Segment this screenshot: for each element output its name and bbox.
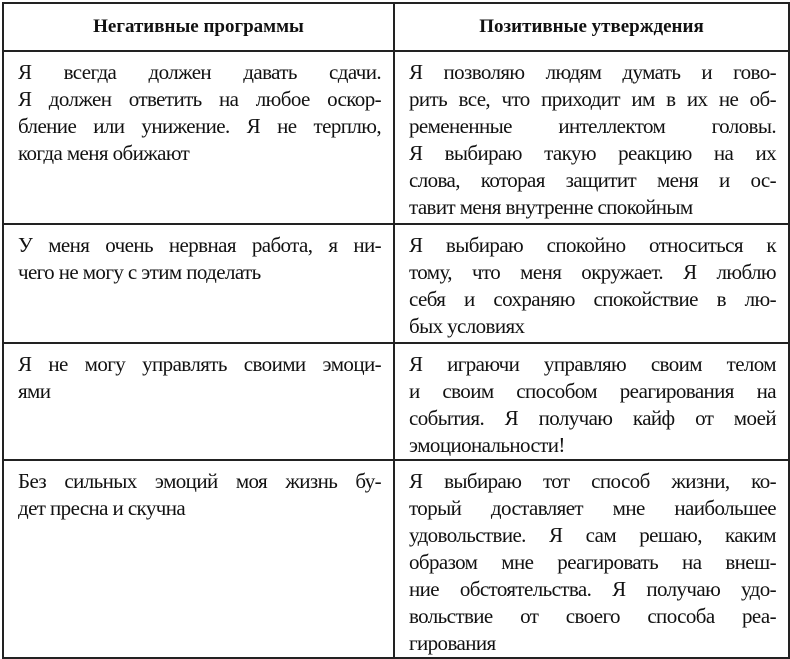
text-line: когда меня обижают <box>18 141 190 165</box>
positive-cell: Я играючи управляю своим телом и своим сп… <box>393 342 790 461</box>
text-line: тавит меня внутренне спокойным <box>409 195 693 219</box>
text-line: образом мне реагировать на внеш- <box>409 550 777 574</box>
text-line: Я выбираю тот способ жизни, ко- <box>409 469 777 493</box>
text-line: дет пресна и скучна <box>18 496 186 520</box>
positive-cell: Я позволяю людям думать и гово-рить все,… <box>393 50 790 225</box>
text-line: ями <box>18 379 51 403</box>
table-row: Я всегда должен давать сдачи. Я должен от… <box>2 50 790 225</box>
text-line: Я выбираю спокойно относиться к <box>409 233 777 257</box>
text-line: слова, которая защитит меня и ос- <box>409 168 777 192</box>
table-row: Я не могу управлять своими эмоци-ями Я иг… <box>2 342 790 461</box>
header-negative: Негативные программы <box>2 2 395 52</box>
text-line: У меня очень нервная работа, я ни- <box>18 233 382 257</box>
positive-cell: Я выбираю спокойно относиться к тому, что… <box>393 223 790 344</box>
negative-cell: Я не могу управлять своими эмоци-ями <box>2 342 395 461</box>
table-row: Без сильных эмоций моя жизнь бу-дет прес… <box>2 459 790 659</box>
text-line: эмоциональности! <box>409 433 565 457</box>
text-line: Без сильных эмоций моя жизнь бу- <box>18 469 382 493</box>
text-line: Я выбираю такую реакцию на их <box>409 141 777 165</box>
header-row: Негативные программы Позитивные утвержде… <box>2 2 790 52</box>
negative-cell: Я всегда должен давать сдачи. Я должен от… <box>2 50 395 225</box>
text-line: торый доставляет мне наибольшее <box>409 496 777 520</box>
text-line: ние обстоятельства. Я получаю удо- <box>409 577 777 601</box>
negative-cell: Без сильных эмоций моя жизнь бу-дет прес… <box>2 459 395 659</box>
header-positive: Позитивные утверждения <box>393 2 790 52</box>
text-line: Я играючи управляю своим телом <box>409 352 777 376</box>
text-line: бление или унижение. Я не терплю, <box>18 114 382 138</box>
text-line: рить все, что приходит им в их не об- <box>409 87 777 111</box>
text-line: чего не могу с этим поделать <box>18 260 261 284</box>
text-line: Я должен ответить на любое оскор- <box>18 87 382 111</box>
positive-cell: Я выбираю тот способ жизни, ко-торый дос… <box>393 459 790 659</box>
text-line: Я не могу управлять своими эмоци- <box>18 352 382 376</box>
text-line: и своим способом реагирования на <box>409 379 777 403</box>
text-line: ремененные интеллектом головы. <box>409 114 777 138</box>
text-line: Я всегда должен давать сдачи. <box>18 60 382 84</box>
text-line: Я позволяю людям думать и гово- <box>409 60 777 84</box>
negative-cell: У меня очень нервная работа, я ни-чего н… <box>2 223 395 344</box>
text-line: вольствие от своего способа реа- <box>409 604 777 628</box>
text-line: бых условиях <box>409 314 525 338</box>
text-line: тому, что меня окружает. Я люблю <box>409 260 777 284</box>
text-line: гирования <box>409 631 496 655</box>
text-line: удовольствие. Я сам решаю, каким <box>409 523 777 547</box>
text-line: события. Я получаю кайф от моей <box>409 406 777 430</box>
table-row: У меня очень нервная работа, я ни-чего н… <box>2 223 790 344</box>
text-line: себя и сохраняю спокойствие в лю- <box>409 287 777 311</box>
